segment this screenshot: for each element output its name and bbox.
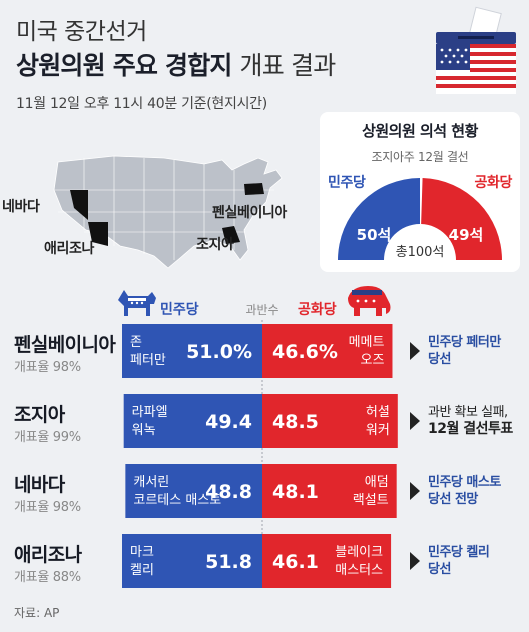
source-note: 자료: AP [14, 606, 60, 620]
result-note-line2: 당선 [428, 562, 451, 577]
state-turnout: 개표율 88% [14, 570, 81, 585]
dem-bar [122, 534, 262, 588]
map-label-nevada: 네바다 [2, 199, 40, 215]
dem-candidate-last: 코르테스 매스토 [133, 493, 221, 508]
state-name: 네바다 [14, 474, 65, 496]
rep-bar [262, 394, 398, 448]
legend-dem-label: 민주당 [160, 301, 199, 318]
result-note-line1: 민주당 매스토 [428, 475, 501, 490]
rep-candidate-last: 매스터스 [335, 563, 383, 578]
rep-candidate-last: 랙설트 [353, 493, 389, 508]
result-note-line2: 당선 전망 [428, 492, 478, 507]
dem-candidate-first: 라파엘 [132, 405, 168, 420]
legend-majority-label: 과반수 [245, 303, 278, 317]
page-title: 상원의원 주요 경합지 개표 결과 [16, 46, 337, 82]
rep-value-label: 46.6% [272, 341, 338, 363]
state-name: 조지아 [14, 404, 65, 426]
seat-dem-label: 민주당 [328, 175, 366, 191]
dem-candidate-last: 페터만 [130, 353, 166, 368]
seat-total: 총100석 [396, 245, 445, 260]
georgia-shape [222, 226, 240, 244]
dem-value-label: 49.4 [205, 411, 252, 433]
result-arrow-icon [410, 412, 420, 430]
result-note-line2: 당선 [428, 352, 451, 367]
dem-value-label: 51.0% [186, 341, 252, 363]
nevada-shape [70, 190, 88, 220]
rep-bar [262, 464, 397, 518]
result-note-line1: 민주당 페터만 [428, 335, 501, 350]
state-name: 펜실베이니아 [14, 334, 116, 356]
map-label-arizona: 애리조나 [44, 241, 94, 257]
donkey-icon [118, 290, 156, 316]
rep-candidate-first: 블레이크 [335, 545, 383, 560]
result-arrow-icon [410, 482, 420, 500]
dem-value-label: 48.8 [205, 481, 252, 503]
result-arrow-icon [410, 342, 420, 360]
dem-candidate-first: 존 [130, 335, 142, 350]
dem-bar [122, 324, 262, 378]
rep-bar [262, 534, 392, 588]
state-turnout: 개표율 98% [14, 500, 81, 515]
state-turnout: 개표율 98% [14, 360, 81, 375]
result-note: 과반 확보 실패, 12월 결선투표 [428, 404, 513, 438]
ballot-box-icon [436, 6, 516, 94]
legend-rep-label: 공화당 [298, 301, 337, 318]
dem-bar [123, 394, 263, 448]
dem-candidate-last: 워녹 [132, 423, 156, 438]
us-map [44, 150, 302, 280]
title-line1: 미국 중간선거 [16, 19, 147, 45]
timestamp: 11월 12일 오후 11시 40분 기준(현지시간) [16, 96, 267, 112]
state-turnout: 개표율 99% [14, 430, 81, 445]
result-note-line2: 12월 결선투표 [428, 421, 513, 437]
seat-rep-arc [421, 178, 502, 260]
rep-candidate-first: 메메트 [349, 335, 385, 350]
seat-tiebreak-note: 조지아주 12월 결선 [371, 150, 469, 164]
dem-value-label: 51.8 [205, 551, 252, 573]
rep-value-label: 48.5 [272, 411, 319, 433]
state-name: 애리조나 [14, 544, 82, 566]
rep-candidate-last: 워커 [366, 423, 390, 438]
seat-rep-label: 공화당 [474, 175, 513, 191]
rep-bar [262, 324, 393, 378]
title-bold: 상원의원 주요 경합지 [16, 51, 232, 80]
pennsylvania-shape [244, 183, 264, 195]
rep-value-label: 46.1 [272, 551, 319, 573]
seat-card-title: 상원의원 의석 현황 [362, 122, 478, 140]
map-label-georgia: 조지아 [196, 237, 234, 253]
result-arrow-icon [410, 552, 420, 570]
seat-dem-value: 50석 [357, 226, 392, 244]
map-label-pennsylvania: 펜실베이니아 [212, 205, 287, 221]
rep-value-label: 48.1 [272, 481, 319, 503]
dem-bar [125, 464, 262, 518]
title-light: 개표 결과 [239, 51, 337, 80]
rep-candidate-first: 애덤 [365, 475, 389, 490]
arizona-shape [88, 222, 108, 246]
rep-candidate-first: 허셜 [366, 405, 390, 420]
seat-rep-value: 49석 [449, 226, 484, 244]
seat-dem-arc [338, 178, 420, 260]
dem-candidate-first: 캐서린 [133, 475, 169, 490]
result-note-line1: 과반 확보 실패, [428, 405, 508, 420]
result-note-line1: 민주당 켈리 [428, 545, 490, 560]
rep-candidate-last: 오즈 [361, 353, 385, 368]
dem-candidate-first: 마크 [130, 545, 154, 560]
elephant-icon [348, 286, 391, 316]
dem-candidate-last: 켈리 [130, 563, 154, 578]
